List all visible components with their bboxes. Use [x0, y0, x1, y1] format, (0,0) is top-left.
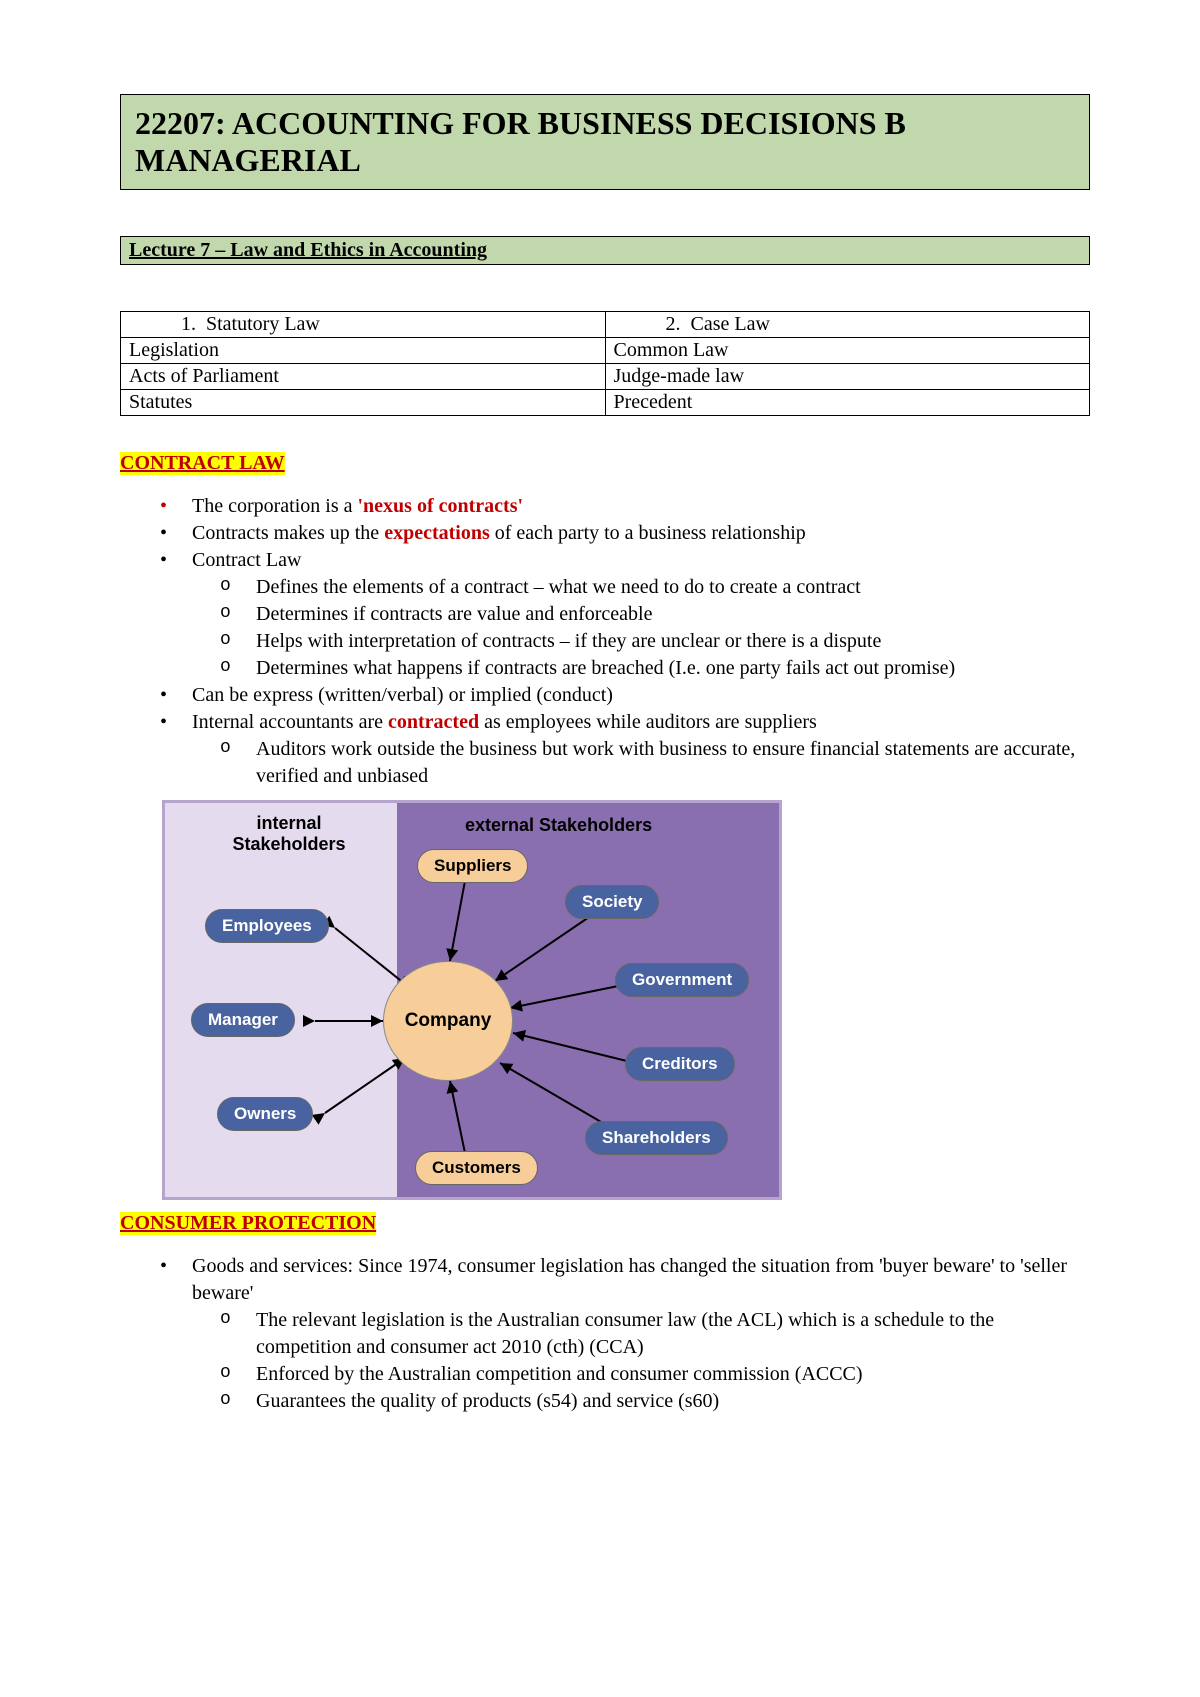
document-page: 22207: ACCOUNTING FOR BUSINESS DECISIONS…	[0, 0, 1200, 1697]
pill-shareholders: Shareholders	[585, 1121, 728, 1155]
list-item: The corporation is a 'nexus of contracts…	[192, 493, 1090, 520]
pill-owners: Owners	[217, 1097, 313, 1131]
list-item: Contracts makes up the expectations of e…	[192, 520, 1090, 547]
title-box: 22207: ACCOUNTING FOR BUSINESS DECISIONS…	[120, 94, 1090, 190]
list-item: Defines the elements of a contract – wha…	[256, 574, 1090, 601]
sub-list: Defines the elements of a contract – wha…	[192, 574, 1090, 682]
pill-government: Government	[615, 963, 749, 997]
table-cell: Common Law	[605, 337, 1090, 363]
pill-suppliers: Suppliers	[417, 849, 528, 883]
title-line-1: 22207: ACCOUNTING FOR BUSINESS DECISIONS…	[135, 105, 1075, 142]
table-cell: Legislation	[121, 337, 606, 363]
sub-list: Auditors work outside the business but w…	[192, 736, 1090, 790]
pill-society: Society	[565, 885, 659, 919]
table-cell: Judge-made law	[605, 363, 1090, 389]
table-cell: Precedent	[605, 389, 1090, 415]
table-row: Acts of Parliament Judge-made law	[121, 363, 1090, 389]
list-item: The relevant legislation is the Australi…	[256, 1307, 1090, 1361]
pill-manager: Manager	[191, 1003, 295, 1037]
lecture-heading: Lecture 7 – Law and Ethics in Accounting	[120, 236, 1090, 265]
table-row: 1. Statutory Law 2. Case Law	[121, 311, 1090, 337]
list-item: Helps with interpretation of contracts –…	[256, 628, 1090, 655]
company-node: Company	[383, 961, 513, 1081]
law-table: 1. Statutory Law 2. Case Law Legislation…	[120, 311, 1090, 416]
pill-customers: Customers	[415, 1151, 538, 1185]
list-item: Determines what happens if contracts are…	[256, 655, 1090, 682]
table-cell: Statutes	[121, 389, 606, 415]
table-cell: 2. Case Law	[605, 311, 1090, 337]
title-line-2: MANAGERIAL	[135, 142, 1075, 179]
list-item: Internal accountants are contracted as e…	[192, 709, 1090, 790]
table-cell: 1. Statutory Law	[121, 311, 606, 337]
list-item: Contract Law Defines the elements of a c…	[192, 547, 1090, 682]
list-item: Determines if contracts are value and en…	[256, 601, 1090, 628]
list-item: Enforced by the Australian competition a…	[256, 1361, 1090, 1388]
pill-employees: Employees	[205, 909, 329, 943]
section-heading-contract-law: CONTRACT LAW	[120, 452, 285, 475]
pill-creditors: Creditors	[625, 1047, 735, 1081]
section-heading-consumer-protection: CONSUMER PROTECTION	[120, 1212, 376, 1235]
list-item: Can be express (written/verbal) or impli…	[192, 682, 1090, 709]
list-item: Goods and services: Since 1974, consumer…	[192, 1253, 1090, 1415]
list-item: Guarantees the quality of products (s54)…	[256, 1388, 1090, 1415]
table-row: Legislation Common Law	[121, 337, 1090, 363]
list-item: Auditors work outside the business but w…	[256, 736, 1090, 790]
table-row: Statutes Precedent	[121, 389, 1090, 415]
sub-list: The relevant legislation is the Australi…	[192, 1307, 1090, 1415]
table-cell: Acts of Parliament	[121, 363, 606, 389]
consumer-protection-list: Goods and services: Since 1974, consumer…	[120, 1253, 1090, 1415]
contract-law-list: The corporation is a 'nexus of contracts…	[120, 493, 1090, 790]
stakeholder-diagram: internalStakeholders external Stakeholde…	[162, 800, 1090, 1200]
